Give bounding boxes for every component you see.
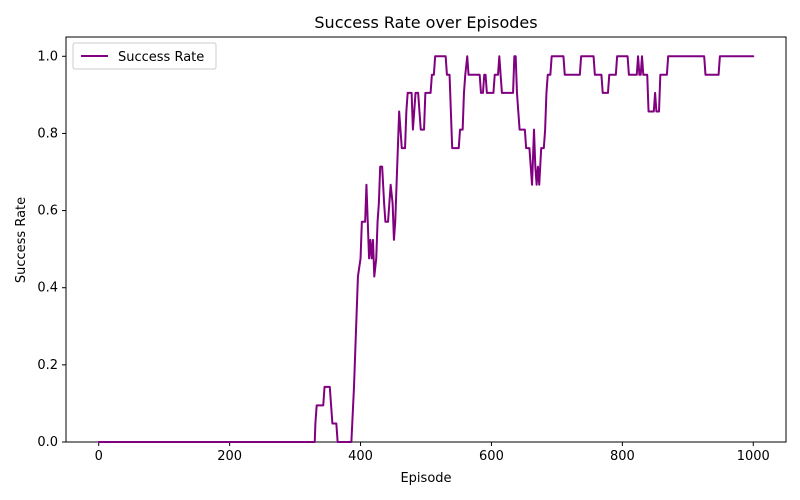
legend-label: Success Rate bbox=[118, 50, 204, 65]
y-tick-label: 0.4 bbox=[37, 281, 58, 296]
x-axis-label: Episode bbox=[400, 471, 451, 486]
y-axis-ticks: 0.0 0.2 0.4 0.6 0.8 1.0 bbox=[37, 49, 66, 450]
x-tick-label: 400 bbox=[348, 449, 373, 464]
x-tick-label: 600 bbox=[479, 449, 504, 464]
x-axis-ticks: 0 200 400 600 800 1000 bbox=[95, 442, 770, 464]
x-tick-label: 800 bbox=[610, 449, 635, 464]
success-rate-line bbox=[97, 55, 755, 443]
legend-box bbox=[72, 42, 217, 70]
x-tick-label: 1000 bbox=[737, 449, 770, 464]
y-tick-label: 0.2 bbox=[37, 358, 58, 373]
chart-title: Success Rate over Episodes bbox=[314, 13, 537, 32]
y-axis-label: Success Rate bbox=[14, 197, 29, 283]
y-tick-label: 0.0 bbox=[37, 435, 58, 450]
legend: Success Rate bbox=[72, 42, 217, 70]
x-tick-label: 0 bbox=[95, 449, 103, 464]
y-tick-label: 0.8 bbox=[37, 126, 58, 141]
y-tick-label: 0.6 bbox=[37, 204, 58, 219]
plot-frame bbox=[65, 36, 787, 443]
y-tick-label: 1.0 bbox=[37, 49, 58, 64]
x-tick-label: 200 bbox=[217, 449, 242, 464]
